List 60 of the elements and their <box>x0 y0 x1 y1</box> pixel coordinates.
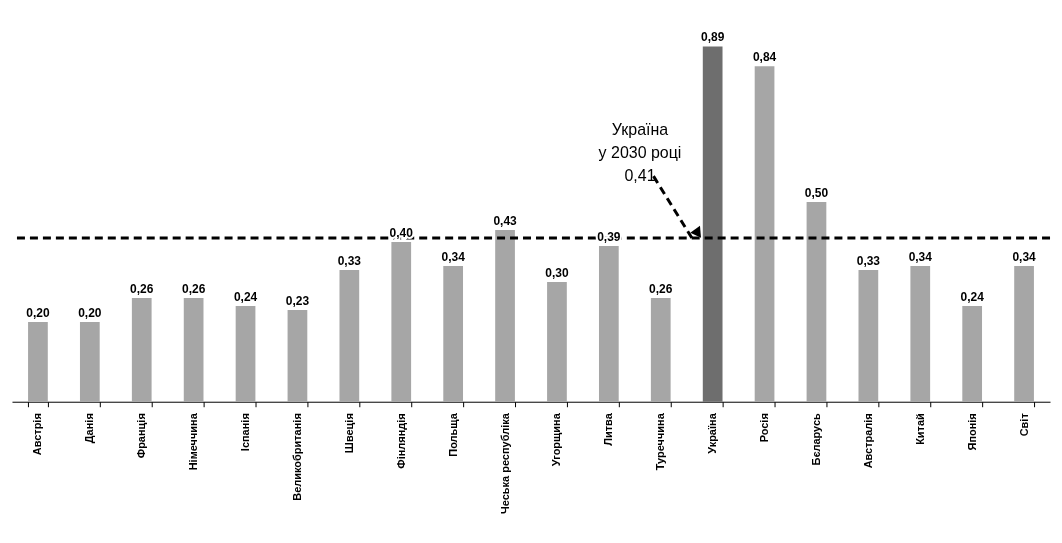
bar <box>131 297 152 402</box>
bar <box>79 321 100 402</box>
x-tick-label: Литва <box>602 412 615 446</box>
bar <box>28 321 48 402</box>
x-tick-label: Фінляндія <box>394 413 407 469</box>
bar <box>858 269 879 402</box>
data-label: 0,40 <box>389 226 414 241</box>
data-label: 0,26 <box>130 281 154 296</box>
bar <box>702 46 723 402</box>
bar <box>495 230 515 402</box>
data-label: 0,30 <box>545 265 569 280</box>
bar <box>339 269 360 402</box>
data-label: 0,50 <box>804 186 829 201</box>
x-tick-label: Чеська республіка <box>498 412 511 514</box>
data-label: 0,24 <box>960 289 985 304</box>
x-tick-label: Туреччина <box>654 412 667 471</box>
bar <box>910 265 931 402</box>
bar <box>547 281 567 402</box>
bar <box>391 242 412 402</box>
data-label: 0,26 <box>649 281 673 296</box>
x-tick-label: Великобританія <box>290 413 303 501</box>
bar <box>650 297 671 402</box>
data-label: 0,24 <box>233 289 258 304</box>
data-label: 0,20 <box>26 305 50 320</box>
x-tick-label: Росія <box>758 413 771 443</box>
data-label: 0,84 <box>752 50 777 65</box>
bar <box>598 246 619 402</box>
data-label: 0,33 <box>337 253 362 268</box>
data-label: 0,34 <box>908 250 933 264</box>
data-label: 0,26 <box>181 281 206 296</box>
x-tick-label: Бєларусь <box>809 412 822 466</box>
bar <box>287 309 308 402</box>
bar <box>806 202 827 402</box>
ref-line-label: Україна у 2030 році 0,41 <box>598 121 682 185</box>
x-tick-label: Швеція <box>342 413 355 454</box>
x-tick-label: Японія <box>965 413 978 451</box>
x-tick-label: Німеччина <box>187 412 200 471</box>
bar <box>443 265 464 402</box>
bar <box>235 305 256 402</box>
x-tick-label: Китай <box>913 413 926 445</box>
x-tick-label: Світ <box>1017 412 1030 437</box>
x-tick-label: Австрія <box>31 413 44 456</box>
x-tick-label: Данія <box>83 413 96 444</box>
x-tick-label: Україна <box>706 412 719 454</box>
bar <box>183 297 204 402</box>
data-label: 0,33 <box>856 253 881 268</box>
data-label: 0,34 <box>1012 250 1037 264</box>
data-label: 0,89 <box>701 30 725 45</box>
x-tick-label: Австралія <box>861 413 874 469</box>
data-label: 0,43 <box>493 214 518 229</box>
data-label: 0,23 <box>285 293 310 308</box>
x-tick-label: Іспанія <box>239 413 252 452</box>
data-label: 0,34 <box>441 250 466 264</box>
bar <box>754 66 775 402</box>
data-label: 0,20 <box>78 305 102 320</box>
x-tick-label: Франція <box>135 413 148 459</box>
bar <box>1014 265 1034 402</box>
bar <box>962 305 983 402</box>
x-tick-label: Польща <box>446 412 459 457</box>
x-tick-label: Угорщина <box>550 412 563 467</box>
